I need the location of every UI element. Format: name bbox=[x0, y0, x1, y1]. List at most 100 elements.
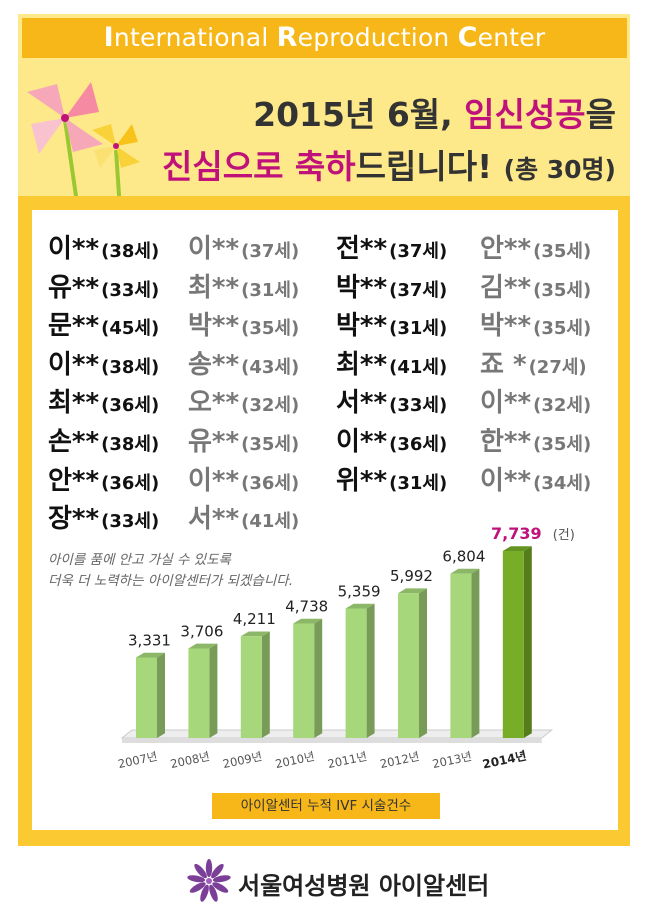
chart-floor-edge bbox=[122, 738, 542, 743]
name-entry: 이** (36세) bbox=[188, 460, 299, 497]
patient-age: (36세) bbox=[101, 472, 160, 494]
headline-line-2: 진심으로 축하드립니다! (총 30명) bbox=[162, 140, 616, 188]
name-row: 최** (36세) 오** (32세) 서** (33세) 이** (32세) bbox=[48, 382, 618, 418]
bar-value-label: 4,738 bbox=[285, 598, 328, 616]
note-line-2: 더욱 더 노력하는 아이알센터가 되겠습니다. bbox=[48, 573, 294, 589]
bar-side bbox=[419, 588, 427, 738]
patient-age: (35세) bbox=[533, 279, 592, 301]
category-label: 2013년 bbox=[431, 749, 473, 771]
pinwheel-illustration bbox=[27, 82, 140, 210]
bar bbox=[398, 593, 419, 738]
patient-name: 이** bbox=[188, 465, 240, 496]
footer-hospital-name: 서울여성병원 아이알센터 bbox=[238, 872, 490, 900]
name-entry: 안** (35세) bbox=[480, 228, 591, 265]
bar-top bbox=[345, 603, 375, 609]
patient-name: 박** bbox=[480, 311, 532, 342]
patient-age: (35세) bbox=[533, 434, 592, 455]
headline-congrats-tail: 드립니다! bbox=[355, 147, 504, 186]
patient-name: 위** bbox=[336, 465, 388, 496]
name-entry: 문** (45세) bbox=[48, 305, 159, 342]
patient-name: 박** bbox=[336, 311, 388, 342]
patient-age: (45세) bbox=[101, 318, 160, 340]
name-entry: 박** (35세) bbox=[480, 305, 591, 342]
name-entry: 박** (37세) bbox=[336, 267, 447, 304]
name-entry: 유** (33세) bbox=[48, 267, 159, 304]
name-entry: 이** (32세) bbox=[480, 382, 591, 419]
patient-name: 이** bbox=[48, 349, 100, 380]
bar-value-label: 3,706 bbox=[180, 622, 223, 640]
name-entry: 서** (41세) bbox=[188, 498, 299, 535]
category-label: 2011년 bbox=[326, 749, 368, 771]
name-entry: 최** (31세) bbox=[188, 267, 299, 304]
name-entry: 송** (43세) bbox=[188, 344, 299, 381]
bar-top bbox=[450, 568, 480, 574]
headline-total-count: (총 30명) bbox=[503, 155, 616, 184]
headline-date: 2015년 6월, bbox=[253, 95, 465, 134]
patient-age: (43세) bbox=[241, 356, 300, 378]
patient-age: (35세) bbox=[241, 434, 300, 455]
name-entry: 유** (35세) bbox=[188, 421, 299, 458]
patient-name: 서** bbox=[188, 504, 240, 535]
category-label: 2012년 bbox=[379, 749, 421, 771]
header-initial-i: I bbox=[103, 22, 114, 53]
header-initial-r: R bbox=[276, 22, 298, 53]
patient-name: 최** bbox=[48, 388, 100, 419]
name-row: 이** (38세) 송** (43세) 최** (41세) 죠 * (27세) bbox=[48, 344, 618, 380]
patient-name: 박** bbox=[336, 272, 388, 303]
patient-age: (35세) bbox=[241, 318, 300, 340]
name-entry: 이** (38세) bbox=[48, 344, 159, 381]
bar-value-label: 3,331 bbox=[128, 632, 171, 650]
category-label: 2014년 bbox=[481, 749, 527, 772]
name-entry: 이** (38세) bbox=[48, 228, 159, 265]
patient-name: 서** bbox=[336, 388, 388, 419]
patient-age: (37세) bbox=[389, 279, 448, 301]
headline-highlight-congrats: 진심으로 축하 bbox=[162, 147, 356, 186]
patient-age: (35세) bbox=[533, 318, 592, 340]
name-entry: 박** (35세) bbox=[188, 305, 299, 342]
name-entry: 서** (33세) bbox=[336, 382, 447, 419]
patient-name: 유** bbox=[48, 272, 100, 303]
patient-name: 죠 * bbox=[480, 349, 527, 380]
unit-label: (건) bbox=[553, 528, 575, 543]
patient-age: (41세) bbox=[241, 511, 300, 533]
patient-name: 유** bbox=[188, 427, 240, 457]
patient-age: (33세) bbox=[389, 395, 448, 417]
name-row: 문** (45세) 박** (35세) 박** (31세) 박** (35세) bbox=[48, 305, 618, 341]
name-entry: 이** (37세) bbox=[188, 228, 299, 265]
patient-name: 박** bbox=[188, 311, 240, 342]
name-entry: 장** (33세) bbox=[48, 498, 159, 535]
patient-name: 송** bbox=[188, 349, 240, 380]
name-entry: 최** (41세) bbox=[336, 344, 447, 381]
flower-logo-icon bbox=[187, 859, 231, 902]
footer: 서울여성병원 아이알센터 bbox=[0, 858, 650, 908]
category-label: 2007년 bbox=[117, 749, 159, 771]
name-entry: 이** (36세) bbox=[336, 421, 447, 458]
bar-side bbox=[261, 631, 270, 738]
name-entry: 최** (36세) bbox=[48, 382, 159, 419]
name-row: 손** (38세) 유** (35세) 이** (36세) 한** (35세) bbox=[48, 421, 618, 457]
patient-name: 이** bbox=[480, 388, 532, 419]
bar-top bbox=[136, 652, 165, 658]
name-entry: 김** (35세) bbox=[480, 267, 591, 304]
bar-top bbox=[502, 546, 532, 551]
patient-name: 장** bbox=[48, 504, 100, 535]
bar-side bbox=[314, 618, 323, 738]
patient-name: 안** bbox=[48, 465, 100, 496]
bar bbox=[502, 551, 524, 738]
patient-age: (36세) bbox=[389, 434, 448, 455]
bar-side bbox=[209, 643, 218, 738]
patient-name: 안** bbox=[480, 234, 532, 264]
category-label: 2009년 bbox=[222, 749, 264, 771]
bar-side bbox=[471, 568, 480, 738]
bar-top bbox=[398, 588, 427, 594]
name-entry: 전** (37세) bbox=[336, 228, 447, 265]
name-row: 안** (36세) 이** (36세) 위** (31세) 이** (34세) bbox=[48, 460, 618, 496]
note-line-1: 아이를 품에 안고 가실 수 있도록 bbox=[48, 552, 231, 568]
header-word-international: nternational bbox=[113, 23, 277, 52]
patient-name: 김** bbox=[480, 272, 532, 303]
patient-age: (38세) bbox=[101, 241, 160, 262]
patient-name: 오** bbox=[188, 388, 240, 419]
patient-age: (33세) bbox=[101, 511, 160, 533]
patient-age: (38세) bbox=[101, 434, 160, 455]
